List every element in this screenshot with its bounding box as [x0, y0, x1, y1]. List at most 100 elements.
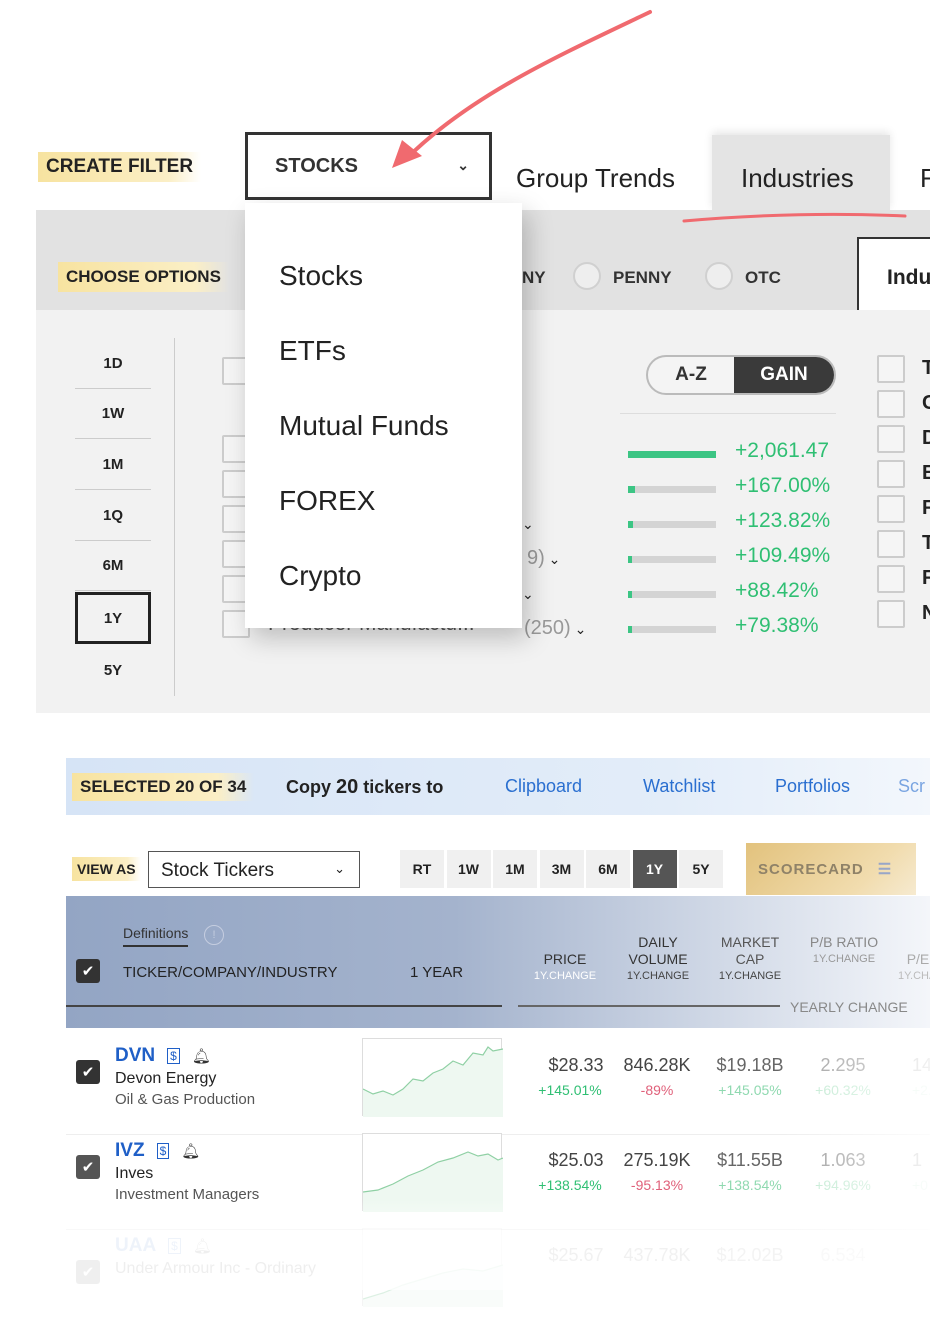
volume-value: 437.78K [623, 1245, 691, 1265]
table-row[interactable]: ✔ IVZ $ 🔔︎ Inves Investment Managers $25… [66, 1133, 930, 1230]
scorecard-button[interactable]: SCORECARD ☰ [746, 843, 916, 895]
view-period-5Y[interactable]: 5Y [679, 850, 724, 888]
market-cap-value: $11.55B [717, 1150, 783, 1170]
dropdown-item-etfs[interactable]: ETFs [279, 335, 346, 366]
view-period-RT[interactable]: RT [400, 850, 445, 888]
industry-tab[interactable]: Indu [857, 237, 930, 312]
radio-penny[interactable] [573, 262, 601, 290]
dollar-icon[interactable]: $ [168, 1238, 181, 1254]
bell-icon[interactable]: 🔔︎ [192, 1238, 212, 1255]
radio-label-otc: OTC [745, 268, 781, 287]
sparkline-chart [362, 1228, 504, 1307]
radio-otc[interactable] [705, 262, 733, 290]
period-1W[interactable]: 1W [75, 389, 151, 439]
price-value: $25.03 [548, 1150, 604, 1170]
pe-change: +0 [912, 1177, 928, 1193]
category-checkbox[interactable] [877, 530, 905, 558]
divider [66, 1005, 502, 1007]
gain-bar [628, 591, 716, 598]
category-label: F [922, 567, 930, 589]
category-label: F [922, 497, 930, 519]
create-filter-label: CREATE FILTER [38, 152, 202, 182]
col-market-cap[interactable]: MARKET CAP 1Y.CHANGE [718, 934, 782, 982]
industry-count[interactable]: ⌄ [522, 582, 534, 605]
tab-more[interactable]: F [920, 163, 930, 193]
category-checkbox[interactable] [877, 425, 905, 453]
dropdown-item-forex[interactable]: FOREX [279, 485, 376, 516]
sort-az-button[interactable]: A-Z [675, 364, 707, 385]
period-1D[interactable]: 1D [75, 339, 151, 389]
row-checkbox[interactable]: ✔ [76, 1060, 100, 1084]
tab-group-trends[interactable]: Group Trends [516, 163, 675, 193]
copy-portfolios-link[interactable]: Portfolios [775, 776, 851, 796]
category-label: T [922, 357, 930, 379]
ticker-link[interactable]: IVZ [115, 1140, 145, 1161]
dropdown-item-mutual-funds[interactable]: Mutual Funds [279, 410, 449, 441]
dropdown-item-crypto[interactable]: Crypto [279, 560, 362, 591]
view-as-value: Stock Tickers [161, 860, 274, 881]
period-1Q[interactable]: 1Q [75, 491, 151, 541]
bell-icon[interactable]: 🔔︎ [191, 1048, 211, 1065]
col-pe[interactable]: P/E1Y.CHANGE [898, 951, 930, 982]
dollar-icon[interactable]: $ [156, 1143, 170, 1159]
copy-clipboard-link[interactable]: Clipboard [505, 776, 583, 796]
period-5Y[interactable]: 5Y [103, 661, 123, 679]
select-all-checkbox[interactable]: ✔ [76, 959, 100, 983]
selected-count-label: SELECTED 20 OF 34 [72, 773, 255, 801]
bell-icon[interactable]: 🔔︎ [181, 1143, 201, 1160]
copy-watchlist-link[interactable]: Watchlist [643, 776, 716, 796]
view-period-1M[interactable]: 1M [493, 850, 538, 888]
period-1M[interactable]: 1M [75, 440, 151, 490]
gain-value: +79.38% [735, 614, 819, 637]
view-period-6M[interactable]: 6M [586, 850, 631, 888]
view-period-1W[interactable]: 1W [446, 850, 492, 888]
radio-label-partial: NY [522, 268, 546, 287]
category-checkbox[interactable] [877, 600, 905, 628]
asset-type-select[interactable]: STOCKS ⌄ [245, 132, 492, 200]
info-icon[interactable]: ! [204, 925, 224, 945]
definitions-link[interactable]: Definitions [123, 925, 189, 947]
dollar-icon[interactable]: $ [167, 1048, 180, 1064]
pe-change: +2.0 [912, 1082, 930, 1098]
ticker-link[interactable]: DVN [115, 1045, 156, 1066]
divider [518, 1005, 780, 1007]
industry-count[interactable]: ⌄ [522, 512, 534, 535]
market-cap-change: +145.05% [718, 1082, 782, 1098]
category-label: N [922, 602, 930, 624]
category-checkbox[interactable] [877, 495, 905, 523]
category-checkbox[interactable] [877, 390, 905, 418]
copy-screener-link[interactable]: Scr [898, 776, 925, 796]
gain-bar [628, 626, 716, 633]
tab-industries[interactable]: Industries [712, 135, 890, 211]
volume-value: 846.28K [623, 1055, 691, 1075]
industry-count[interactable]: 9) ⌄ [527, 547, 561, 569]
view-period-3M[interactable]: 3M [539, 850, 585, 888]
category-label: C [922, 392, 930, 414]
row-checkbox[interactable]: ✔ [76, 1155, 100, 1179]
price-change: +138.54% [538, 1177, 602, 1193]
col-pb[interactable]: P/B RATIO 1Y.CHANGE [809, 934, 879, 965]
col-volume[interactable]: DAILY VOLUME 1Y.CHANGE [626, 934, 690, 982]
industry-name: Investment Managers [115, 1186, 260, 1203]
period-6M[interactable]: 6M [75, 541, 151, 591]
period-1Y[interactable]: 1Y [75, 592, 151, 644]
category-checkbox[interactable] [877, 355, 905, 383]
row-checkbox[interactable]: ✔ [76, 1260, 100, 1284]
sliders-icon: ☰ [877, 861, 893, 878]
chevron-down-icon: ⌄ [522, 516, 534, 532]
category-checkbox[interactable] [877, 565, 905, 593]
dropdown-item-stocks[interactable]: Stocks [279, 260, 364, 291]
view-as-select[interactable]: Stock Tickers ⌄ [148, 851, 360, 888]
table-row[interactable]: ✔ UAA $ 🔔︎ Under Armour Inc - Ordinary $… [66, 1228, 930, 1325]
industry-name: Oil & Gas Production [115, 1091, 256, 1108]
col-price[interactable]: PRICE 1Y.CHANGE [533, 951, 597, 982]
sort-toggle[interactable]: A-Z GAIN [646, 355, 836, 395]
industry-count[interactable]: (250) ⌄ [524, 617, 587, 639]
ticker-link[interactable]: UAA [115, 1235, 157, 1256]
table-row[interactable]: ✔ DVN $ 🔔︎ Devon Energy Oil & Gas Produc… [66, 1038, 930, 1135]
sort-gain-button[interactable]: GAIN [734, 357, 834, 393]
chevron-down-icon: ⌄ [334, 861, 345, 876]
view-period-1Y[interactable]: 1Y [632, 850, 678, 888]
volume-change: -89% [640, 1082, 674, 1098]
category-checkbox[interactable] [877, 460, 905, 488]
